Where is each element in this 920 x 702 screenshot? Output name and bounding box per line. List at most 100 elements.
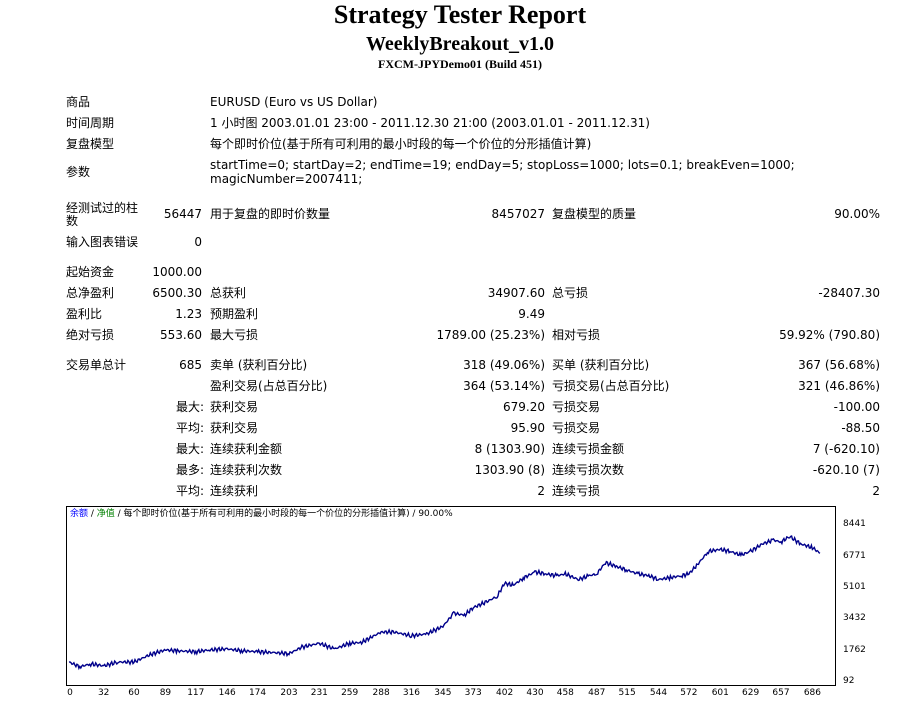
x-tick-label: 32: [97, 688, 110, 698]
total-trades-value: 685: [179, 358, 202, 372]
profit-factor-label: 盈利比: [66, 307, 103, 321]
short-positions-value: 318 (49.06%): [463, 358, 545, 372]
parameters-value-line2: magicNumber=2007411;: [210, 172, 363, 186]
y-tick-label: 3432: [843, 613, 866, 624]
y-tick-label: 1762: [843, 644, 866, 655]
x-tick-label: 316: [402, 688, 421, 698]
average-consecutive-wins-label: 连续获利: [210, 484, 259, 498]
net-profit-value: 6500.30: [152, 286, 202, 300]
y-tick-label: 8441: [843, 519, 866, 530]
bars-tested-label-line2: 数: [66, 214, 79, 228]
x-tick-label: 89: [159, 688, 172, 698]
max-consecutive-losses-label: 连续亏损金额: [552, 442, 625, 456]
mismatch-label: 输入图表错误: [66, 235, 139, 249]
average-consecutive-wins-value: 2: [537, 484, 545, 498]
absolute-drawdown-label: 绝对亏损: [66, 328, 115, 342]
gross-profit-label: 总获利: [210, 286, 247, 300]
bars-tested-value: 56447: [163, 207, 202, 221]
average-consecutive-losses-label: 连续亏损: [552, 484, 601, 498]
x-tick-label: 458: [556, 688, 574, 698]
x-tick-label: 487: [588, 688, 606, 698]
symbol-value: EURUSD (Euro vs US Dollar): [210, 95, 378, 109]
largest-loss-value: -100.00: [833, 400, 880, 414]
symbol-label: 商品: [66, 95, 91, 109]
average-profit-label: 获利交易: [210, 421, 259, 435]
period-value: 1 小时图 2003.01.01 23:00 - 2011.12.30 21:0…: [210, 116, 650, 130]
net-profit-label: 总净盈利: [66, 286, 115, 300]
short-positions-label: 卖单 (获利百分比): [210, 358, 308, 372]
deposit-label: 起始资金: [66, 265, 115, 279]
loss-trades-value: 321 (46.86%): [798, 379, 880, 393]
bars-tested-label-line1: 经测试过的柱: [66, 201, 139, 215]
ticks-label: 用于复盘的即时价数量: [210, 207, 331, 221]
expected-payoff-label: 预期盈利: [210, 307, 259, 321]
chart-legend: 余额 / 净值 / 每个即时价位(基于所有可利用的最小时段的每一个价位的分形插值…: [70, 509, 453, 519]
relative-drawdown-label: 相对亏损: [552, 328, 601, 342]
x-tick-label: 345: [434, 688, 452, 698]
expert-name: WeeklyBreakout_v1.0: [366, 33, 554, 55]
maximal-drawdown-label: 最大亏损: [210, 328, 259, 342]
x-tick-label: 174: [248, 688, 267, 698]
balance-chart: [66, 506, 836, 686]
deposit-value: 1000.00: [152, 265, 202, 279]
x-tick-label: 402: [496, 688, 514, 698]
maximal-consecutive-profit-value: 1303.90 (8): [474, 463, 545, 477]
max-consecutive-wins-value: 8 (1303.90): [474, 442, 545, 456]
x-tick-label: 231: [310, 688, 328, 698]
y-tick-label: 92: [843, 676, 855, 686]
x-tick-label: 117: [187, 688, 205, 698]
model-label: 复盘模型: [66, 137, 115, 151]
balance-chart-plot: [68, 535, 821, 671]
quality-label: 复盘模型的质量: [552, 207, 637, 221]
balance-series-line: [68, 535, 821, 671]
average-loss-label: 亏损交易: [552, 421, 601, 435]
parameters-label: 参数: [66, 165, 91, 179]
average-consecutive-losses-value: 2: [872, 484, 880, 498]
maximal-drawdown-value: 1789.00 (25.23%): [436, 328, 545, 342]
model-value: 每个即时价位(基于所有可利用的最小时段的每一个价位的分形插值计算): [210, 137, 592, 151]
y-tick-label: 6771: [843, 550, 866, 561]
max-consecutive-losses-value: 7 (-620.10): [812, 442, 880, 456]
largest-loss-label: 亏损交易: [552, 400, 601, 414]
x-tick-label: 601: [711, 688, 729, 698]
largest-profit-label: 获利交易: [210, 400, 259, 414]
report-title: Strategy Tester Report: [333, 0, 587, 29]
largest-profit-value: 679.20: [503, 400, 545, 414]
profit-factor-value: 1.23: [175, 307, 202, 321]
x-tick-label: 515: [618, 688, 636, 698]
mismatch-value: 0: [194, 235, 202, 249]
long-positions-value: 367 (56.68%): [798, 358, 880, 372]
x-tick-label: 657: [772, 688, 790, 698]
x-tick-label: 373: [464, 688, 482, 698]
maximal-consecutive-loss-label: 连续亏损次数: [552, 463, 625, 477]
largest-prefix: 最大:: [175, 400, 204, 414]
x-tick-label: 60: [128, 688, 140, 698]
gross-loss-label: 总亏损: [552, 286, 589, 300]
x-tick-label: 0: [67, 688, 73, 698]
max-consecutive-prefix: 最大:: [175, 442, 204, 456]
average-consecutive-prefix: 平均:: [175, 484, 204, 498]
max-consecutive-wins-label: 连续获利金额: [210, 442, 283, 456]
x-tick-label: 430: [526, 688, 544, 698]
average-loss-value: -88.50: [841, 421, 880, 435]
profit-trades-value: 364 (53.14%): [463, 379, 545, 393]
legend-description: / 每个即时价位(基于所有可利用的最小时段的每一个价位的分形插值计算) / 90…: [114, 509, 453, 519]
gross-loss-value: -28407.30: [818, 286, 880, 300]
x-tick-label: 259: [341, 688, 359, 698]
maximal-consecutive-prefix: 最多:: [175, 463, 204, 477]
ticks-value: 8457027: [491, 207, 545, 221]
relative-drawdown-value: 59.92% (790.80): [779, 328, 880, 342]
x-tick-label: 686: [803, 688, 821, 698]
gross-profit-value: 34907.60: [487, 286, 545, 300]
legend-equity: 净值: [96, 509, 115, 519]
maximal-consecutive-loss-value: -620.10 (7): [812, 463, 880, 477]
x-tick-label: 288: [372, 688, 390, 698]
average-prefix: 平均:: [175, 421, 204, 435]
period-label: 时间周期: [66, 116, 115, 130]
x-tick-label: 203: [280, 688, 298, 698]
total-trades-label: 交易单总计: [66, 358, 127, 372]
quality-value: 90.00%: [834, 207, 880, 221]
loss-trades-label: 亏损交易(占总百分比): [552, 379, 670, 393]
x-tick-label: 572: [680, 688, 698, 698]
absolute-drawdown-value: 553.60: [160, 328, 202, 342]
